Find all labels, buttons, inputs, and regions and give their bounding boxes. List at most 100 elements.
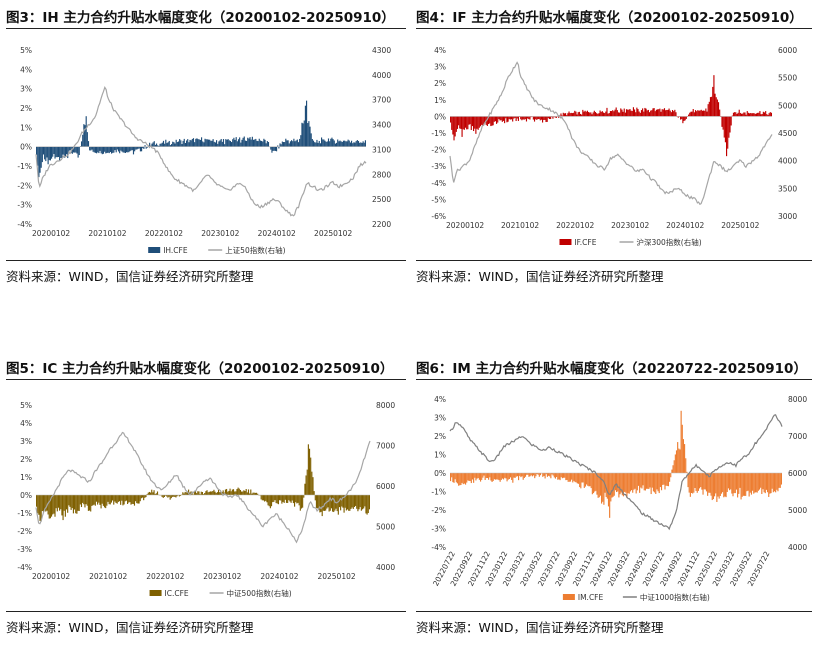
premium-bar bbox=[355, 495, 357, 506]
premium-bar bbox=[677, 116, 679, 118]
premium-bar bbox=[551, 116, 553, 118]
premium-bar bbox=[40, 495, 42, 522]
premium-bar bbox=[573, 473, 575, 481]
premium-bar bbox=[603, 473, 605, 505]
premium-bar bbox=[624, 473, 626, 492]
premium-bar bbox=[106, 495, 108, 506]
premium-bar bbox=[266, 141, 268, 147]
title-rule bbox=[416, 379, 812, 380]
premium-bar bbox=[228, 490, 230, 495]
premium-bar bbox=[697, 110, 699, 117]
premium-bar bbox=[331, 495, 334, 512]
premium-bar bbox=[680, 410, 682, 473]
premium-bar bbox=[274, 495, 276, 501]
premium-bar bbox=[205, 139, 207, 147]
chart-title: 图5：IC 主力合约升贴水幅度变化（20200102-20250910） bbox=[6, 361, 394, 377]
premium-bar bbox=[201, 137, 203, 147]
premium-bar bbox=[149, 142, 151, 147]
premium-bar bbox=[741, 473, 743, 497]
premium-bar bbox=[194, 142, 196, 147]
premium-bar bbox=[481, 473, 483, 480]
premium-bar bbox=[83, 124, 85, 147]
premium-bar bbox=[543, 473, 545, 476]
premium-bar bbox=[590, 112, 592, 117]
premium-bar bbox=[227, 139, 229, 147]
premium-bar bbox=[209, 491, 212, 495]
y-right-tick-label: 2800 bbox=[372, 170, 391, 179]
premium-bar bbox=[512, 473, 514, 483]
premium-bar bbox=[121, 146, 123, 152]
premium-bar bbox=[57, 495, 60, 508]
y-right-tick-label: 2500 bbox=[372, 195, 391, 204]
premium-bar bbox=[332, 139, 334, 147]
premium-bar bbox=[140, 495, 142, 499]
premium-bar bbox=[752, 473, 754, 491]
premium-bar bbox=[159, 143, 161, 147]
premium-bar bbox=[130, 495, 132, 505]
premium-bar bbox=[284, 495, 286, 500]
premium-bar bbox=[684, 444, 686, 473]
premium-bar bbox=[571, 113, 574, 117]
premium-bar bbox=[540, 116, 542, 120]
premium-bar bbox=[338, 141, 340, 147]
premium-bar bbox=[105, 146, 107, 154]
premium-bar bbox=[248, 138, 250, 147]
premium-bar bbox=[779, 473, 781, 488]
premium-bar bbox=[456, 116, 459, 129]
source-note: 资料来源：WIND，国信证券经济研究所整理 bbox=[416, 269, 664, 284]
premium-bar bbox=[659, 473, 661, 488]
y-right-tick-label: 4000 bbox=[376, 563, 395, 572]
premium-bar bbox=[710, 473, 712, 496]
premium-bar bbox=[528, 116, 530, 120]
premium-bar bbox=[160, 143, 162, 147]
premium-bar bbox=[293, 138, 295, 147]
premium-bar bbox=[69, 495, 71, 507]
premium-bar bbox=[492, 473, 494, 481]
premium-bar bbox=[232, 139, 234, 147]
legend-label-bar: IC.CFE bbox=[165, 589, 189, 598]
premium-bar bbox=[144, 145, 146, 147]
y-left-tick-label: 5% bbox=[20, 401, 32, 410]
premium-bar bbox=[249, 137, 251, 147]
premium-bar bbox=[502, 116, 505, 121]
premium-bar bbox=[468, 473, 470, 481]
premium-bar bbox=[688, 114, 690, 117]
premium-bar bbox=[587, 473, 589, 486]
premium-bar bbox=[561, 115, 563, 117]
premium-bar bbox=[267, 495, 269, 506]
premium-bar bbox=[694, 473, 696, 488]
premium-bar bbox=[89, 146, 91, 151]
y-right-tick-label: 3100 bbox=[372, 145, 391, 154]
y-left-tick-label: 4% bbox=[434, 46, 446, 55]
premium-bar bbox=[245, 489, 247, 495]
premium-bar bbox=[344, 495, 346, 508]
premium-bar bbox=[654, 473, 656, 493]
premium-bar bbox=[453, 473, 455, 483]
premium-bar bbox=[759, 111, 761, 117]
premium-bar bbox=[522, 473, 524, 480]
premium-bar bbox=[717, 473, 719, 497]
premium-bar bbox=[554, 473, 557, 479]
premium-bar bbox=[341, 141, 343, 147]
premium-bar bbox=[581, 114, 583, 117]
premium-bar bbox=[255, 138, 257, 147]
premium-bar bbox=[755, 113, 758, 117]
premium-bar bbox=[669, 473, 671, 482]
premium-bar bbox=[518, 473, 520, 481]
premium-bar bbox=[262, 141, 264, 147]
premium-bar bbox=[730, 116, 732, 126]
premium-bar bbox=[52, 495, 54, 515]
premium-bar bbox=[125, 495, 127, 501]
premium-bar bbox=[619, 473, 621, 495]
premium-bar bbox=[303, 120, 305, 147]
premium-bar bbox=[206, 139, 208, 147]
premium-bar bbox=[758, 112, 760, 117]
premium-bar bbox=[569, 473, 572, 482]
premium-bar bbox=[642, 473, 644, 486]
premium-bar bbox=[542, 473, 544, 477]
premium-bar bbox=[626, 473, 628, 499]
premium-bar bbox=[579, 473, 581, 488]
premium-bar bbox=[59, 146, 61, 161]
y-left-tick-label: 3% bbox=[434, 414, 446, 423]
premium-bar bbox=[74, 495, 76, 510]
